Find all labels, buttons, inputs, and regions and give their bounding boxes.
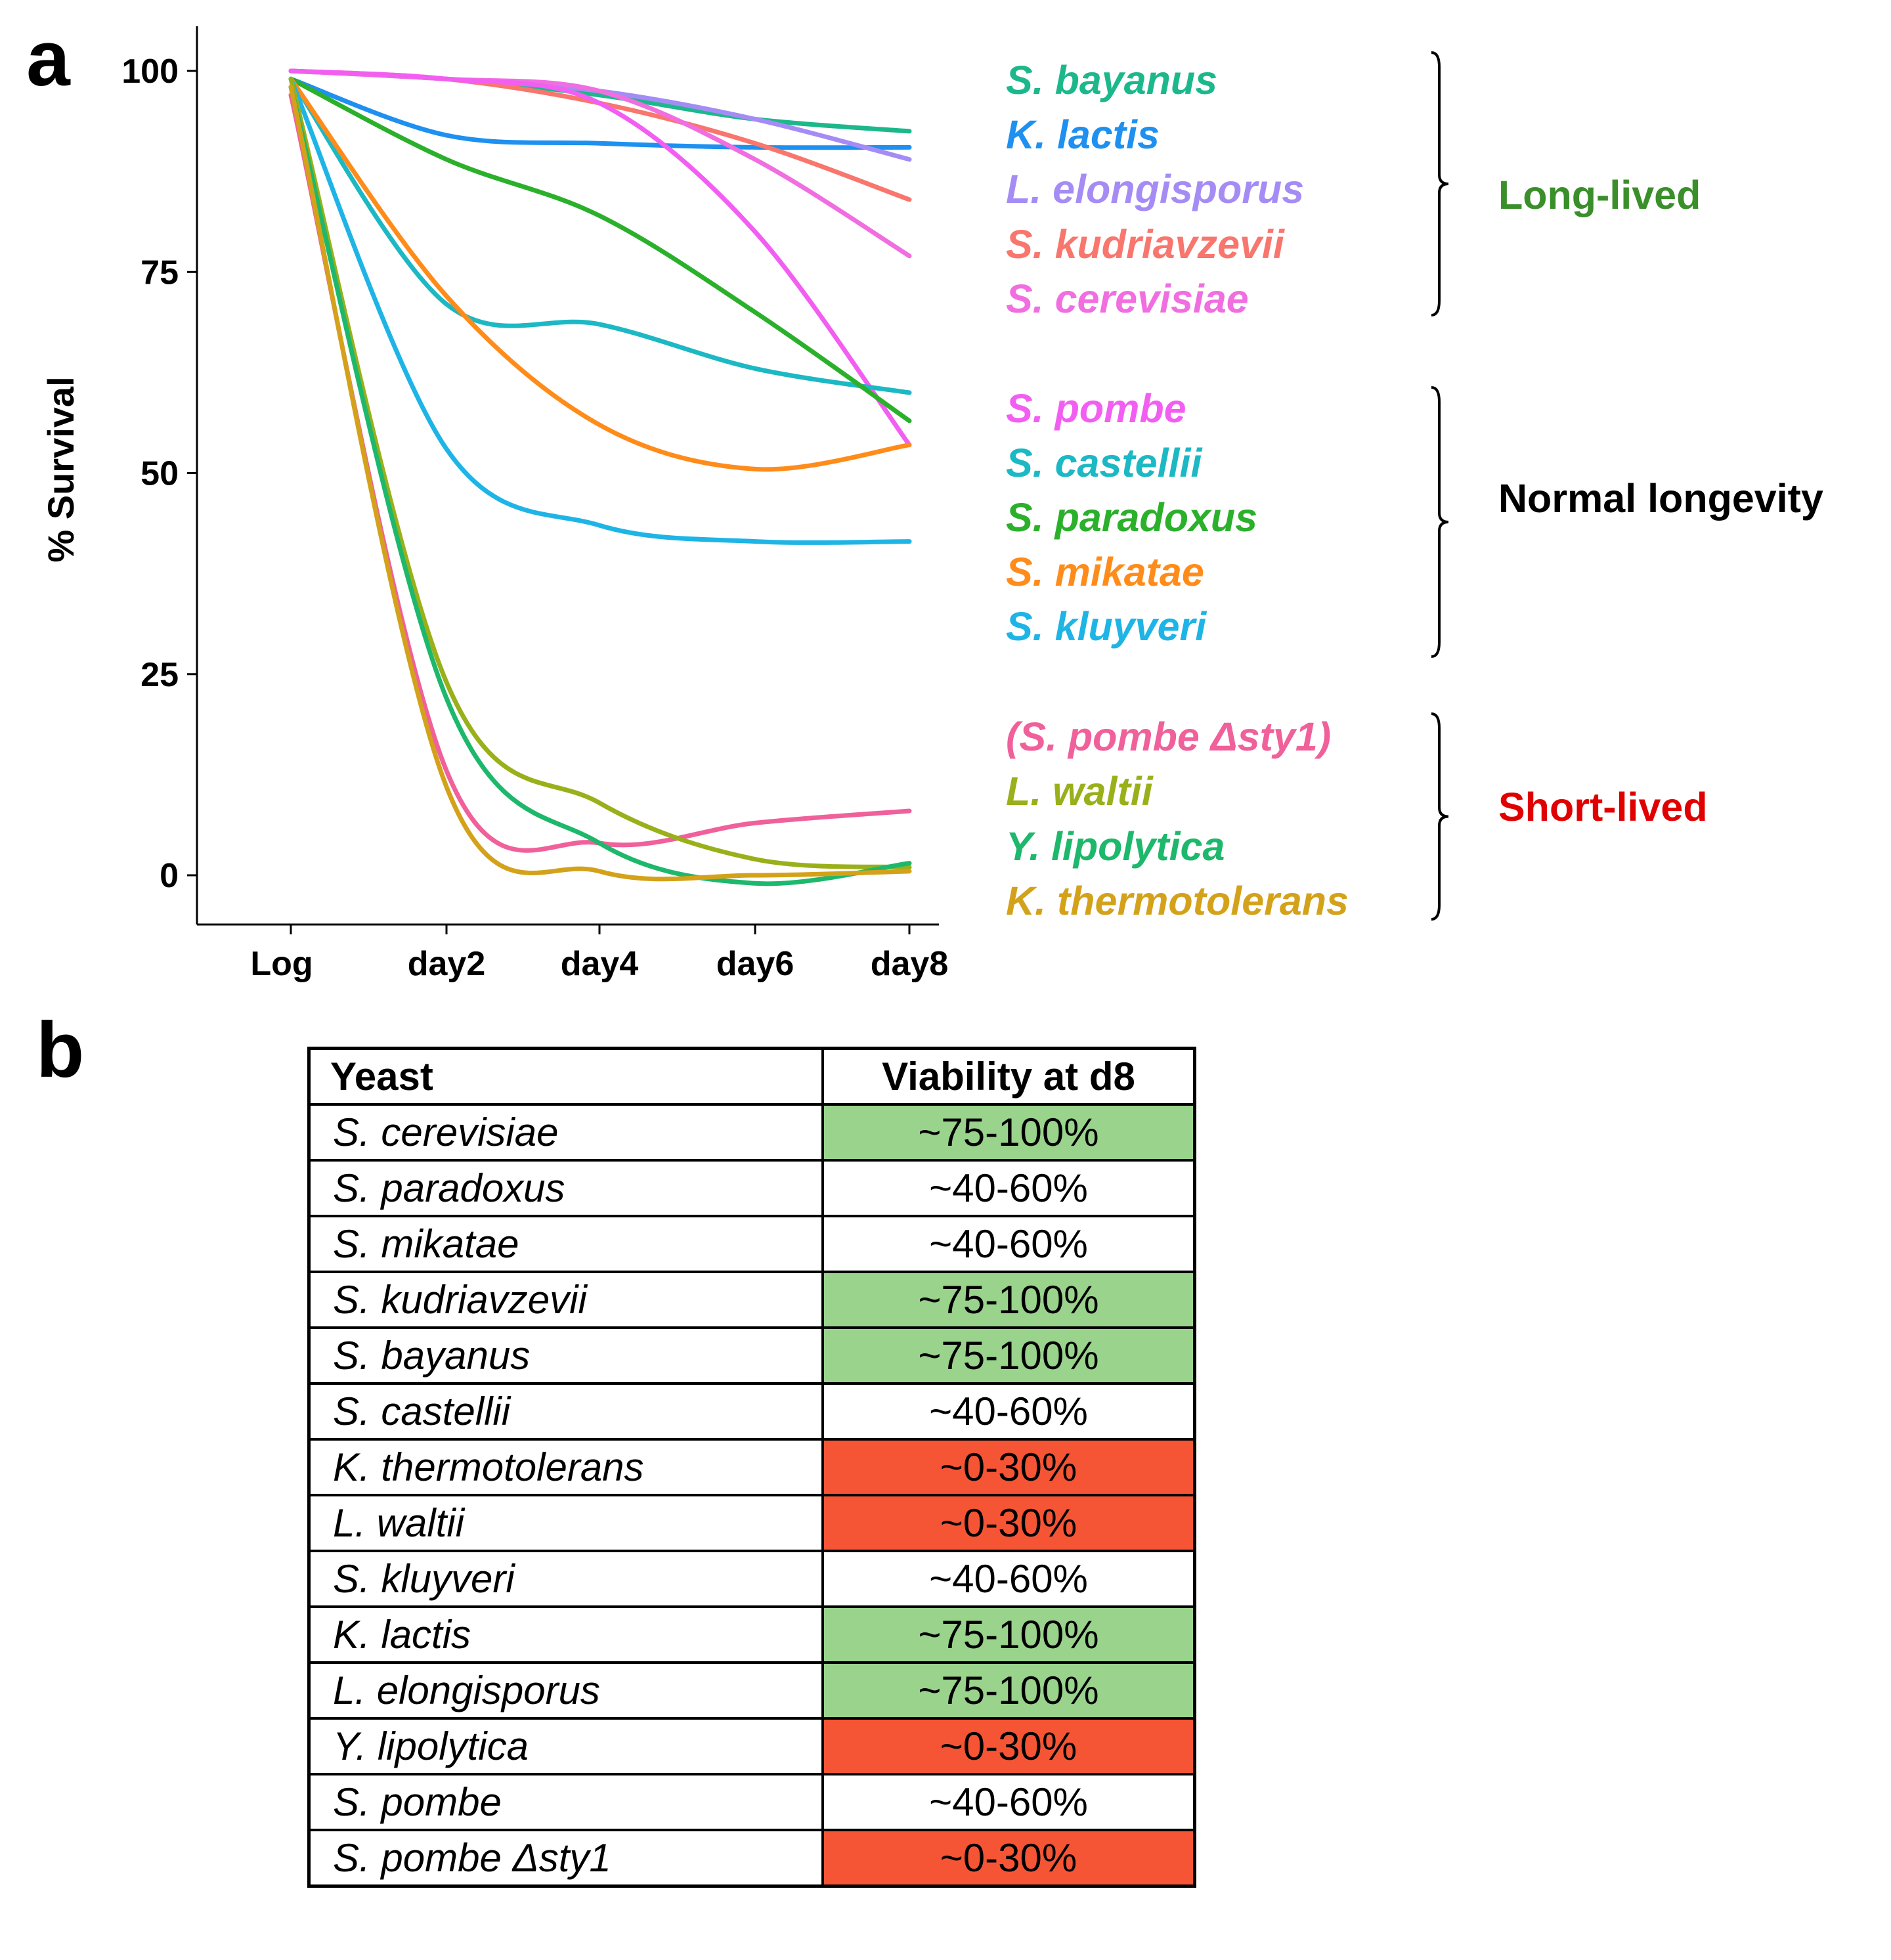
legend-entry: Y. lipolytica xyxy=(1006,824,1225,869)
viability-cell: ~0-30% xyxy=(821,1494,1196,1552)
table-row: S. pombe ~40-60% xyxy=(307,1773,1196,1831)
viability-cell: ~40-60% xyxy=(821,1550,1196,1608)
series-line-k-lactis xyxy=(288,76,912,150)
viability-cell: ~75-100% xyxy=(821,1103,1196,1162)
table-row: L. elongisporus ~75-100% xyxy=(307,1661,1196,1720)
table-row: S. castellii ~40-60% xyxy=(307,1382,1196,1441)
legend-entry: S. cerevisiae xyxy=(1006,276,1249,321)
yeast-name-cell: L. waltii xyxy=(307,1494,824,1552)
panel-b-label: b xyxy=(36,1006,84,1094)
legend-entry: S. kudriavzevii xyxy=(1006,222,1285,267)
viability-cell: ~40-60% xyxy=(821,1773,1196,1831)
group-brace xyxy=(1431,386,1449,658)
viability-cell: ~40-60% xyxy=(821,1382,1196,1441)
legend-entry: S. mikatae xyxy=(1006,550,1204,594)
viability-cell: ~75-100% xyxy=(821,1326,1196,1385)
table-row: S. pombe Δsty1 ~0-30% xyxy=(307,1829,1196,1888)
table-row: Y. lipolytica ~0-30% xyxy=(307,1717,1196,1775)
legend-entry: K. lactis xyxy=(1006,112,1160,157)
table-row: S. paradoxus ~40-60% xyxy=(307,1159,1196,1217)
legend-entry: L. waltii xyxy=(1006,769,1154,814)
y-tick-label: 50 xyxy=(141,455,179,493)
x-tick-label: day8 xyxy=(871,945,949,983)
table-row: K. thermotolerans ~0-30% xyxy=(307,1438,1196,1496)
group-brace xyxy=(1431,712,1449,921)
series-line-s-mikatae xyxy=(288,76,912,472)
x-tick-label: day4 xyxy=(561,945,639,983)
series-line-s-paradoxus xyxy=(288,76,912,424)
legend-entry: S. paradoxus xyxy=(1006,495,1257,540)
table-header-row: Yeast Viability at d8 xyxy=(307,1047,1196,1106)
yeast-name-cell: S. bayanus xyxy=(307,1326,824,1385)
viability-cell: ~0-30% xyxy=(821,1829,1196,1888)
yeast-name-cell: L. elongisporus xyxy=(307,1661,824,1720)
yeast-name-cell: S. cerevisiae xyxy=(307,1103,824,1162)
legend-entry: (S. pombe Δsty1) xyxy=(1006,714,1331,759)
table-row: L. waltii ~0-30% xyxy=(307,1494,1196,1552)
series-line-k-thermotolerans xyxy=(288,85,912,882)
y-axis-label: % Survival xyxy=(40,376,81,562)
viability-cell: ~75-100% xyxy=(821,1661,1196,1720)
yeast-name-cell: S. pombe xyxy=(307,1773,824,1831)
series-line-y-lipolytica xyxy=(288,85,912,886)
series-line-s-kluyveri xyxy=(288,76,912,545)
table-row: S. kluyveri ~40-60% xyxy=(307,1550,1196,1608)
x-tick-label: Log xyxy=(250,945,313,983)
y-tick-label: 0 xyxy=(160,857,179,895)
viability-cell: ~40-60% xyxy=(821,1159,1196,1217)
series-line-s-pombe xyxy=(288,68,912,448)
table-row: K. lactis ~75-100% xyxy=(307,1605,1196,1664)
yeast-name-cell: S. mikatae xyxy=(307,1215,824,1273)
yeast-name-cell: K. lactis xyxy=(307,1605,824,1664)
x-tick-label: day6 xyxy=(716,945,794,983)
panel-a-label: a xyxy=(26,14,71,102)
table-row: S. mikatae ~40-60% xyxy=(307,1215,1196,1273)
table-row: S. cerevisiae ~75-100% xyxy=(307,1103,1196,1162)
group-brace xyxy=(1431,51,1449,316)
legend-entry: L. elongisporus xyxy=(1006,167,1304,211)
survival-plot: % Survival 0 25 50 75 100 Log day2 day4 day6 day… xyxy=(40,26,948,983)
yeast-name-cell: S. paradoxus xyxy=(307,1159,824,1217)
viability-cell: ~75-100% xyxy=(821,1271,1196,1329)
viability-cell: ~75-100% xyxy=(821,1605,1196,1664)
yeast-name-cell: S. castellii xyxy=(307,1382,824,1441)
y-tick-label: 25 xyxy=(141,656,179,694)
viability-table: Yeast Viability at d8 S. cerevisiae ~75-1… xyxy=(307,1047,1196,1888)
yeast-name-cell: S. kudriavzevii xyxy=(307,1271,824,1329)
group-label: Long-lived xyxy=(1498,173,1701,217)
table-row: S. bayanus ~75-100% xyxy=(307,1326,1196,1385)
series-line-s-castellii xyxy=(288,76,912,395)
column-header-yeast: Yeast xyxy=(307,1047,824,1106)
y-tick-label: 100 xyxy=(121,53,179,91)
legend-entry: S. bayanus xyxy=(1006,58,1217,102)
yeast-name-cell: S. pombe Δsty1 xyxy=(307,1829,824,1888)
viability-cell: ~40-60% xyxy=(821,1215,1196,1273)
legend-entry: K. thermotolerans xyxy=(1006,879,1349,923)
group-label: Short-lived xyxy=(1498,785,1708,829)
group-label: Normal longevity xyxy=(1498,476,1823,521)
yeast-name-cell: Y. lipolytica xyxy=(307,1717,824,1775)
column-header-viability: Viability at d8 xyxy=(821,1047,1196,1106)
yeast-name-cell: S. kluyveri xyxy=(307,1550,824,1608)
viability-cell: ~0-30% xyxy=(821,1717,1196,1775)
x-tick-label: day2 xyxy=(408,945,486,983)
legend-entry: S. kluyveri xyxy=(1006,604,1207,649)
viability-cell: ~0-30% xyxy=(821,1438,1196,1496)
legend: S. bayanus K. lactis L. elongisporus S. kud… xyxy=(1006,58,1349,923)
legend-entry: S. castellii xyxy=(1006,441,1202,485)
table-row: S. kudriavzevii ~75-100% xyxy=(307,1271,1196,1329)
group-braces: Long-lived Normal longevity Short-lived xyxy=(1431,51,1823,921)
y-tick-label: 75 xyxy=(141,253,179,292)
legend-entry: S. pombe xyxy=(1006,386,1186,431)
yeast-name-cell: K. thermotolerans xyxy=(307,1438,824,1496)
